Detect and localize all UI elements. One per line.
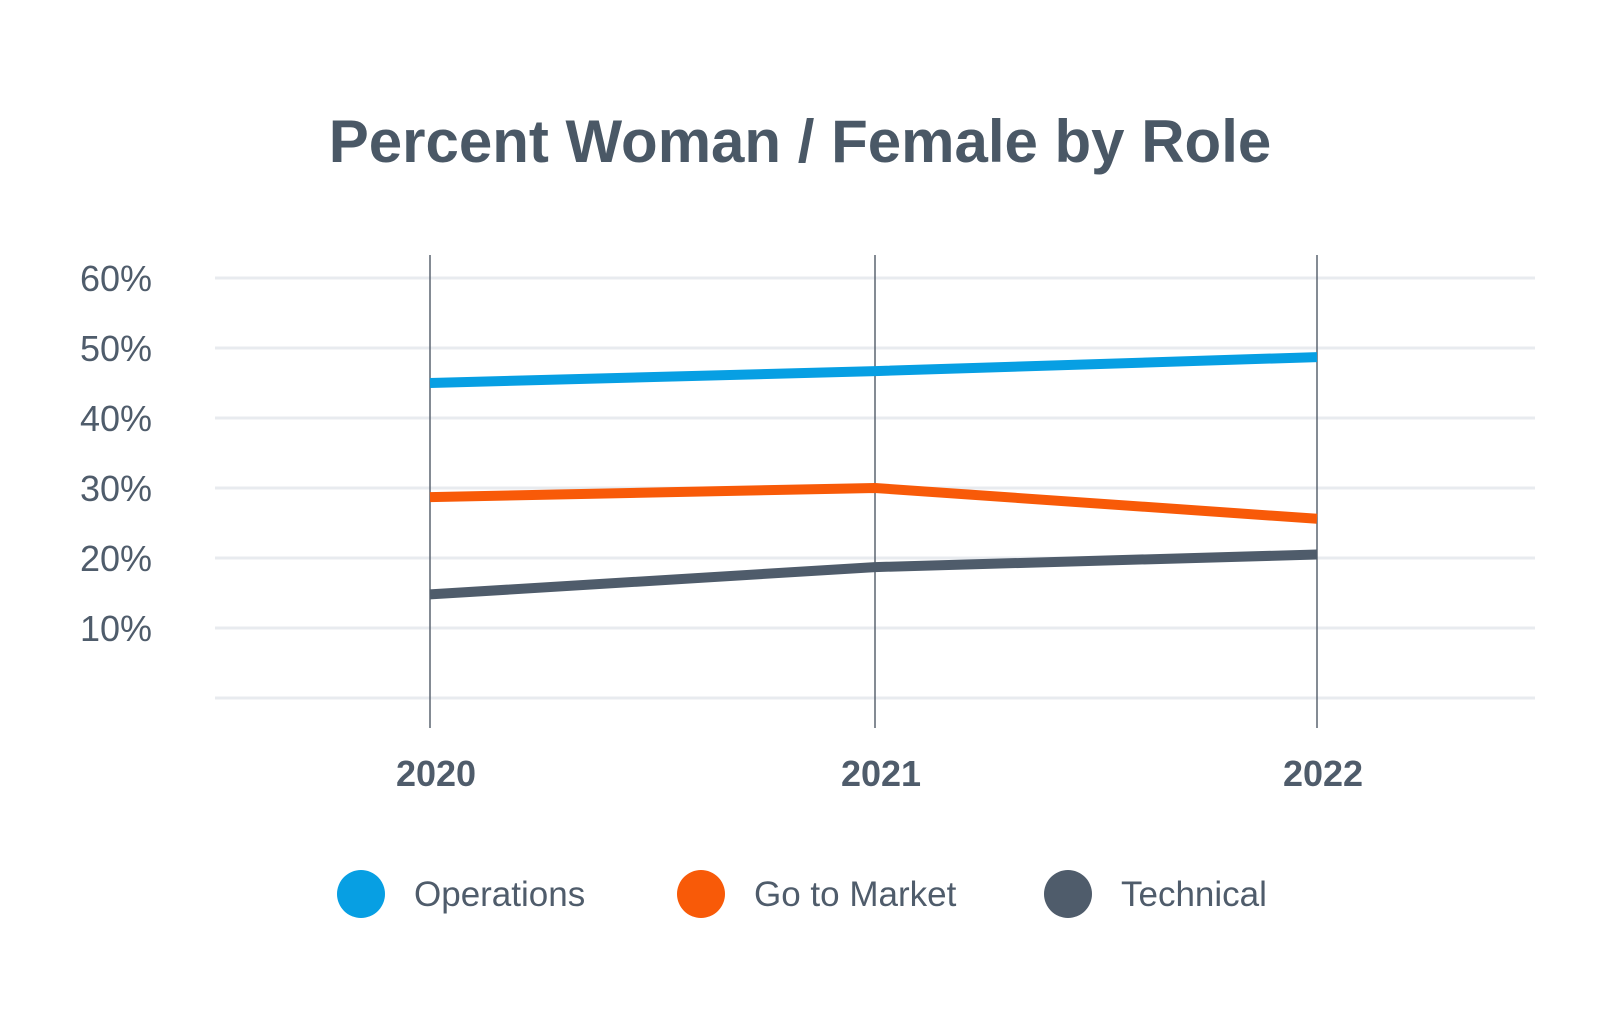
legend-item: Operations bbox=[337, 870, 585, 918]
series-lines bbox=[429, 352, 1318, 600]
legend-marker bbox=[1044, 870, 1092, 918]
legend-label: Go to Market bbox=[754, 875, 957, 914]
y-tick-label: 20% bbox=[80, 538, 152, 579]
legend-marker bbox=[337, 870, 385, 918]
y-tick-label: 40% bbox=[80, 398, 152, 439]
legend: Operations Go to Market Technical bbox=[337, 870, 1267, 918]
x-tick-label: 2022 bbox=[1283, 753, 1363, 794]
legend-marker bbox=[677, 870, 725, 918]
y-tick-label: 50% bbox=[80, 328, 152, 369]
legend-item: Go to Market bbox=[677, 870, 957, 918]
series-line bbox=[429, 352, 1318, 388]
series-operations bbox=[429, 352, 1318, 388]
legend-item: Technical bbox=[1044, 870, 1267, 918]
x-axis-ticks: 2020 2021 2022 bbox=[396, 753, 1363, 794]
series-go-to-market bbox=[429, 483, 1318, 524]
y-tick-label: 60% bbox=[80, 258, 152, 299]
series-line bbox=[429, 483, 1318, 524]
x-tick-label: 2020 bbox=[396, 753, 476, 794]
series-technical bbox=[429, 549, 1318, 600]
legend-label: Operations bbox=[414, 875, 585, 914]
chart-title: Percent Woman / Female by Role bbox=[329, 108, 1272, 175]
y-axis-ticks: 10% 20% 30% 40% 50% 60% bbox=[80, 258, 152, 649]
series-line bbox=[429, 549, 1318, 600]
y-tick-label: 30% bbox=[80, 468, 152, 509]
x-tick-label: 2021 bbox=[841, 753, 921, 794]
legend-label: Technical bbox=[1121, 875, 1267, 914]
y-tick-label: 10% bbox=[80, 608, 152, 649]
